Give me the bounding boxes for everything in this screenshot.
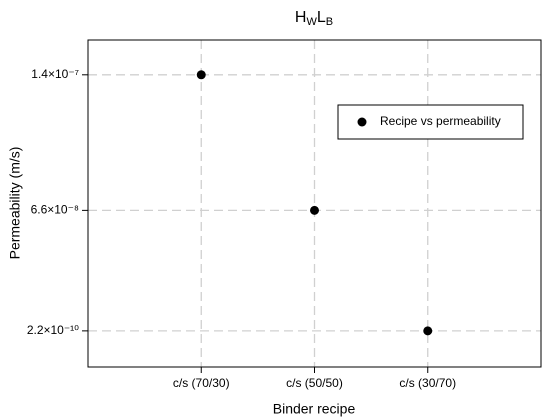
y-tick-label: 1.4×10⁻⁷ (31, 67, 79, 81)
x-tick-label: c/s (50/50) (286, 376, 343, 390)
y-tick-label: 6.6×10⁻⁸ (31, 203, 79, 217)
legend-marker (357, 117, 367, 127)
legend-label: Recipe vs permeability (380, 114, 501, 128)
point (310, 205, 319, 215)
x-tick-label: c/s (30/70) (399, 376, 456, 390)
y-axis-label: Permeability (m/s) (7, 147, 23, 260)
y-tick-label: 2.2×10⁻¹⁰ (27, 323, 79, 337)
plot-frame (87, 39, 542, 368)
x-tick-label: c/s (70/30) (173, 376, 230, 390)
legend-box (337, 104, 524, 140)
chart-title: HWLB (295, 9, 333, 28)
point (423, 326, 433, 336)
point (196, 70, 206, 80)
x-axis-label: Binder recipe (273, 401, 356, 417)
